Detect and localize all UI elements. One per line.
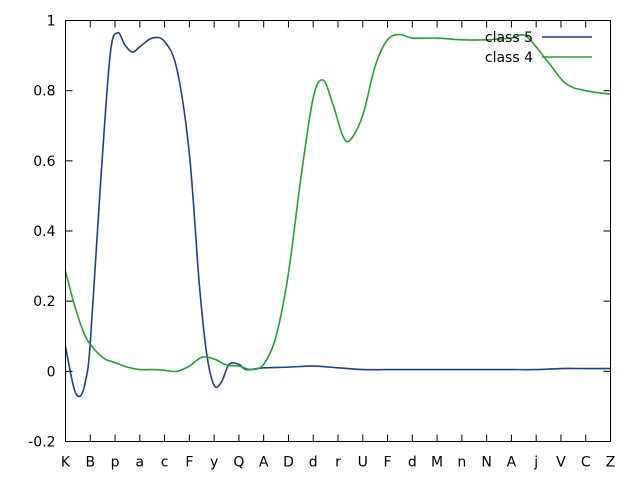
series-line-class-4 bbox=[65, 33, 611, 373]
x-tick-label: Q bbox=[233, 455, 244, 471]
x-tick-label: F bbox=[185, 455, 193, 471]
x-tick-label: K bbox=[61, 455, 71, 471]
legend-label: class 5 bbox=[485, 30, 533, 46]
y-tick-label: 0.6 bbox=[33, 154, 55, 170]
x-tick-label: d bbox=[408, 455, 417, 471]
y-tick-labels: -0.2 0 0.2 0.4 0.6 0.8 1 bbox=[28, 14, 55, 451]
x-tick-label: F bbox=[384, 455, 392, 471]
x-tick-label: D bbox=[283, 455, 294, 471]
x-tick-label: U bbox=[358, 455, 368, 471]
x-tick-label: j bbox=[533, 455, 538, 471]
y-tick-label: -0.2 bbox=[28, 435, 55, 451]
axis-ticks bbox=[65, 20, 611, 442]
x-tick-label: A bbox=[259, 455, 269, 471]
x-tick-label: M bbox=[431, 455, 443, 471]
x-tick-label: n bbox=[457, 455, 466, 471]
y-tick-label: 0.4 bbox=[33, 224, 55, 240]
legend-label: class 4 bbox=[485, 50, 533, 66]
x-tick-label: y bbox=[210, 455, 218, 471]
x-tick-label: Z bbox=[606, 455, 616, 471]
x-tick-label: V bbox=[556, 455, 566, 471]
legend: class 5 class 4 bbox=[485, 30, 592, 66]
x-tick-label: d bbox=[309, 455, 318, 471]
x-tick-label: a bbox=[136, 455, 145, 471]
x-tick-label: N bbox=[481, 455, 491, 471]
x-tick-label: A bbox=[507, 455, 517, 471]
series-line-class-5 bbox=[65, 31, 611, 398]
y-tick-label: 0 bbox=[47, 364, 56, 380]
series-layer bbox=[65, 31, 611, 398]
x-tick-label: r bbox=[335, 455, 341, 471]
x-tick-label: B bbox=[85, 455, 95, 471]
plot-frame bbox=[65, 20, 611, 442]
x-tick-label: p bbox=[111, 455, 120, 471]
y-tick-label: 0.8 bbox=[33, 84, 55, 100]
y-tick-label: 1 bbox=[47, 14, 56, 30]
x-tick-label: C bbox=[581, 455, 591, 471]
y-tick-label: 0.2 bbox=[33, 294, 55, 310]
x-tick-label: c bbox=[161, 455, 169, 471]
